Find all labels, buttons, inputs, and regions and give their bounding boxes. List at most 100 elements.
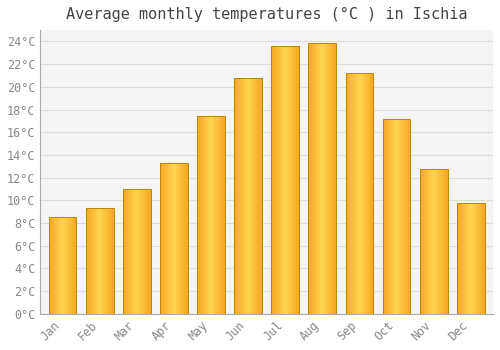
Bar bbox=[86, 208, 114, 314]
Bar bbox=[334, 43, 335, 314]
Bar bbox=[187, 163, 188, 314]
Bar bbox=[386, 119, 387, 314]
Bar bbox=[172, 163, 173, 314]
Bar bbox=[136, 189, 137, 314]
Bar bbox=[211, 116, 212, 314]
Bar bbox=[408, 119, 409, 314]
Bar bbox=[208, 116, 209, 314]
Bar bbox=[361, 73, 362, 314]
Bar bbox=[53, 217, 54, 314]
Bar bbox=[324, 43, 325, 314]
Bar bbox=[308, 43, 309, 314]
Bar bbox=[370, 73, 372, 314]
Bar bbox=[333, 43, 334, 314]
Bar bbox=[298, 46, 299, 314]
Bar bbox=[402, 119, 403, 314]
Bar bbox=[181, 163, 182, 314]
Bar bbox=[94, 208, 95, 314]
Bar bbox=[284, 46, 285, 314]
Bar bbox=[286, 46, 288, 314]
Bar bbox=[391, 119, 392, 314]
Bar bbox=[105, 208, 106, 314]
Bar bbox=[395, 119, 396, 314]
Bar bbox=[213, 116, 214, 314]
Bar bbox=[134, 189, 136, 314]
Bar bbox=[309, 43, 310, 314]
Bar bbox=[160, 163, 188, 314]
Bar bbox=[87, 208, 88, 314]
Bar bbox=[88, 208, 89, 314]
Bar bbox=[297, 46, 298, 314]
Bar bbox=[407, 119, 408, 314]
Bar bbox=[360, 73, 361, 314]
Bar bbox=[56, 217, 57, 314]
Bar bbox=[206, 116, 207, 314]
Bar bbox=[292, 46, 293, 314]
Bar bbox=[464, 203, 465, 314]
Bar bbox=[204, 116, 205, 314]
Bar bbox=[368, 73, 369, 314]
Bar bbox=[101, 208, 102, 314]
Bar bbox=[277, 46, 278, 314]
Bar bbox=[131, 189, 132, 314]
Bar bbox=[351, 73, 352, 314]
Bar bbox=[430, 169, 431, 314]
Bar bbox=[216, 116, 218, 314]
Bar bbox=[106, 208, 108, 314]
Bar bbox=[475, 203, 476, 314]
Bar bbox=[68, 217, 69, 314]
Bar bbox=[178, 163, 179, 314]
Bar bbox=[322, 43, 323, 314]
Bar bbox=[295, 46, 296, 314]
Bar bbox=[237, 78, 238, 314]
Bar bbox=[319, 43, 320, 314]
Bar bbox=[321, 43, 322, 314]
Bar bbox=[363, 73, 364, 314]
Bar bbox=[420, 169, 448, 314]
Bar bbox=[382, 119, 384, 314]
Bar bbox=[436, 169, 437, 314]
Bar bbox=[423, 169, 424, 314]
Bar bbox=[58, 217, 59, 314]
Bar bbox=[290, 46, 291, 314]
Bar bbox=[462, 203, 463, 314]
Bar bbox=[61, 217, 62, 314]
Bar bbox=[281, 46, 282, 314]
Bar bbox=[86, 208, 87, 314]
Bar bbox=[242, 78, 244, 314]
Bar bbox=[468, 203, 469, 314]
Title: Average monthly temperatures (°C ) in Ischia: Average monthly temperatures (°C ) in Is… bbox=[66, 7, 468, 22]
Bar bbox=[174, 163, 176, 314]
Bar bbox=[473, 203, 474, 314]
Bar bbox=[214, 116, 215, 314]
Bar bbox=[241, 78, 242, 314]
Bar bbox=[128, 189, 129, 314]
Bar bbox=[481, 203, 482, 314]
Bar bbox=[249, 78, 250, 314]
Bar bbox=[141, 189, 142, 314]
Bar bbox=[272, 46, 274, 314]
Bar bbox=[244, 78, 246, 314]
Bar bbox=[439, 169, 440, 314]
Bar bbox=[472, 203, 473, 314]
Bar bbox=[253, 78, 254, 314]
Bar bbox=[246, 78, 248, 314]
Bar bbox=[257, 78, 258, 314]
Bar bbox=[97, 208, 98, 314]
Bar bbox=[202, 116, 203, 314]
Bar bbox=[102, 208, 103, 314]
Bar bbox=[164, 163, 165, 314]
Bar bbox=[169, 163, 170, 314]
Bar bbox=[142, 189, 143, 314]
Bar bbox=[98, 208, 99, 314]
Bar bbox=[70, 217, 71, 314]
Bar bbox=[365, 73, 366, 314]
Bar bbox=[384, 119, 386, 314]
Bar bbox=[278, 46, 279, 314]
Bar bbox=[405, 119, 406, 314]
Bar bbox=[235, 78, 236, 314]
Bar bbox=[477, 203, 478, 314]
Bar bbox=[96, 208, 97, 314]
Bar bbox=[186, 163, 187, 314]
Bar bbox=[356, 73, 358, 314]
